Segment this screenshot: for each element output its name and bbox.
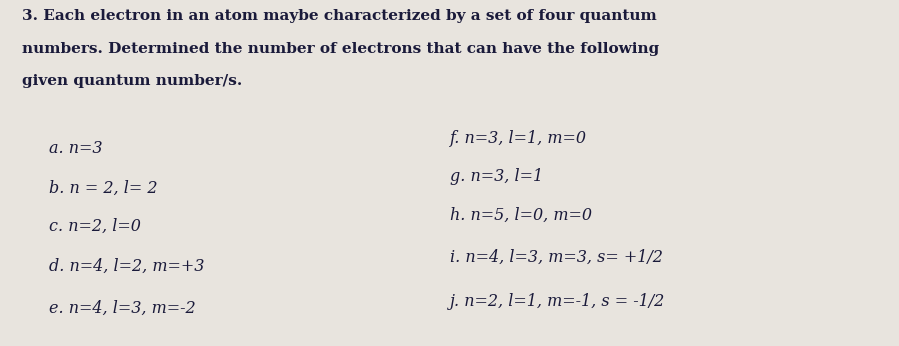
Text: b. n = 2, l= 2: b. n = 2, l= 2 [49,180,158,197]
Text: i. n=4, l=3, m=3, s= +1/2: i. n=4, l=3, m=3, s= +1/2 [450,249,663,266]
Text: e. n=4, l=3, m=-2: e. n=4, l=3, m=-2 [49,299,196,317]
Text: 3. Each electron in an atom maybe characterized by a set of four quantum: 3. Each electron in an atom maybe charac… [22,9,657,22]
Text: g. n=3, l=1: g. n=3, l=1 [450,168,543,185]
Text: j. n=2, l=1, m=-1, s = -1/2: j. n=2, l=1, m=-1, s = -1/2 [450,292,664,310]
Text: given quantum number/s.: given quantum number/s. [22,74,243,88]
Text: a. n=3: a. n=3 [49,140,103,157]
Text: h. n=5, l=0, m=0: h. n=5, l=0, m=0 [450,207,592,224]
Text: c. n=2, l=0: c. n=2, l=0 [49,218,141,235]
Text: f. n=3, l=1, m=0: f. n=3, l=1, m=0 [450,130,586,147]
Text: d. n=4, l=2, m=+3: d. n=4, l=2, m=+3 [49,258,205,275]
Text: numbers. Determined the number of electrons that can have the following: numbers. Determined the number of electr… [22,42,660,55]
